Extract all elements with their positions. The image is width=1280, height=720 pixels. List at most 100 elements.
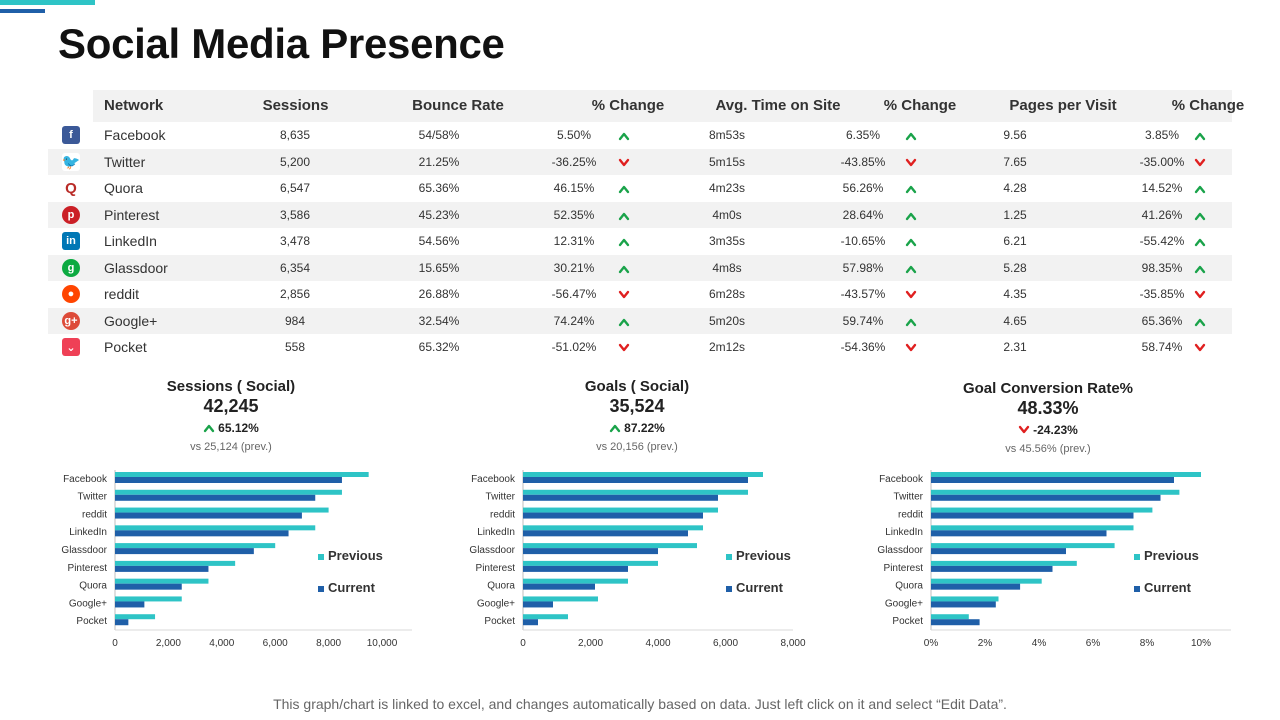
cell-chg1: -51.02% xyxy=(551,340,597,354)
cell-chg1: -56.47% xyxy=(551,287,597,301)
bar-current xyxy=(931,530,1107,537)
arrow-up-icon xyxy=(618,209,630,221)
bar-current xyxy=(523,548,658,555)
pocket-icon: ⌄ xyxy=(62,338,80,356)
cell-bounce: 32.54% xyxy=(418,313,460,328)
category-label: Facebook xyxy=(471,474,516,485)
table-row: p Pinterest 3,586 45.23% 52.35% 4m0s 28.64% 1.2… xyxy=(48,201,1232,228)
kpi-card: Goals ( Social) 35,524 87.22% vs 20,156 (pr… xyxy=(507,378,767,453)
legend-swatch-previous xyxy=(1134,554,1140,560)
x-tick-label: 6,000 xyxy=(713,638,738,649)
kpi-value: 42,245 xyxy=(203,396,259,416)
arrow-up-icon xyxy=(1194,129,1206,141)
category-label: Glassdoor xyxy=(61,545,107,556)
cell-ppv: 6.21 xyxy=(1003,234,1027,248)
x-tick-label: 6,000 xyxy=(263,638,288,649)
legend-label: Current xyxy=(1144,580,1192,595)
category-label: Pinterest xyxy=(68,563,108,574)
arrow-up-icon xyxy=(618,129,630,141)
table-row: g Glassdoor 6,354 15.65% 30.21% 4m8s 57.98% 5.2… xyxy=(48,254,1232,281)
bar-current xyxy=(115,565,209,572)
category-label: Google+ xyxy=(477,598,515,609)
arrow-down-icon xyxy=(1194,341,1206,353)
cell-sessions: 5,200 xyxy=(279,154,311,169)
legend-label: Previous xyxy=(736,548,791,563)
cell-bounce: 21.25% xyxy=(418,154,460,169)
bar-previous xyxy=(931,614,969,620)
bar-previous xyxy=(115,543,276,549)
legend-swatch-current xyxy=(726,586,732,592)
accent-bar-navy xyxy=(0,9,45,13)
kpi-title: Goals ( Social) xyxy=(584,378,690,395)
bar-current xyxy=(523,619,538,626)
category-label: Facebook xyxy=(63,474,108,485)
bar-chart: Facebook Twitter reddit LinkedIn Glassdoor Pi… xyxy=(448,462,828,658)
arrow-down-icon xyxy=(618,156,630,168)
x-tick-label: 2,000 xyxy=(578,638,603,649)
category-label: Pinterest xyxy=(476,563,516,574)
column-header: % Change xyxy=(1171,97,1245,114)
bar-previous xyxy=(523,525,703,531)
kpi-title: Goal Conversion Rate% xyxy=(962,380,1134,397)
bar-current xyxy=(115,477,342,483)
arrow-up-icon xyxy=(618,182,630,194)
legend-label: Previous xyxy=(328,548,383,563)
table-row: in LinkedIn 3,478 54.56% 12.31% 3m35s -10.65% 6… xyxy=(48,228,1232,255)
cell-ppv: 4.65 xyxy=(1003,313,1027,328)
category-label: LinkedIn xyxy=(477,527,515,538)
bar-current xyxy=(115,601,145,608)
x-tick-label: 10% xyxy=(1191,638,1211,649)
bar-chart-svg: Facebook Twitter reddit LinkedIn Glassdoor Pi… xyxy=(877,470,1231,649)
cell-bounce: 26.88% xyxy=(418,287,460,301)
bar-current xyxy=(931,583,1021,590)
kpi-previous: vs 20,156 (prev.) xyxy=(596,441,678,453)
bar-current xyxy=(115,512,302,519)
x-tick-label: 0 xyxy=(520,638,526,649)
kpi-previous: vs 45.56% (prev.) xyxy=(1005,443,1091,455)
bar-previous xyxy=(523,507,718,513)
cell-network: Google+ xyxy=(104,312,158,329)
bar-previous xyxy=(523,596,598,602)
x-tick-label: 4,000 xyxy=(209,638,234,649)
cell-network: reddit xyxy=(104,286,140,302)
x-tick-label: 8,000 xyxy=(316,638,341,649)
legend-label: Current xyxy=(328,580,376,595)
legend-swatch-current xyxy=(1134,586,1140,592)
cell-network: Pinterest xyxy=(104,206,160,223)
cell-sessions: 3,478 xyxy=(279,234,311,248)
arrow-up-icon xyxy=(609,424,621,433)
cell-bounce: 65.36% xyxy=(418,181,460,195)
category-label: Google+ xyxy=(69,598,107,609)
x-tick-label: 0 xyxy=(112,638,118,649)
cell-time: 8m53s xyxy=(708,128,746,142)
cell-sessions: 2,856 xyxy=(279,287,311,301)
kpi-value: 48.33% xyxy=(1017,398,1079,418)
category-label: Google+ xyxy=(885,598,923,609)
reddit-icon: ● xyxy=(62,285,80,303)
cell-bounce: 45.23% xyxy=(418,207,460,222)
cell-chg1: 52.35% xyxy=(553,207,595,222)
legend-swatch-previous xyxy=(318,554,324,560)
cell-chg2: 57.98% xyxy=(842,260,884,275)
bar-current xyxy=(523,494,718,501)
arrow-down-icon xyxy=(1194,288,1206,300)
bar-previous xyxy=(931,525,1134,531)
kpi-change: 65.12% xyxy=(101,421,361,435)
category-label: reddit xyxy=(898,509,923,520)
bar-previous xyxy=(115,507,329,513)
x-tick-label: 4% xyxy=(1032,638,1047,649)
bar-previous xyxy=(523,578,628,584)
bar-previous xyxy=(931,489,1180,495)
arrow-down-icon xyxy=(905,288,917,300)
bar-previous xyxy=(115,560,236,566)
bar-previous xyxy=(523,472,763,477)
bar-current xyxy=(931,548,1066,555)
arrow-up-icon xyxy=(618,235,630,247)
bar-previous xyxy=(931,472,1201,477)
x-tick-label: 0% xyxy=(924,638,939,649)
bar-current xyxy=(931,477,1174,483)
table-row: g+ Google+ 984 32.54% 74.24% 5m20s 59.74% 4.65 6… xyxy=(48,307,1232,334)
cell-network: Pocket xyxy=(104,339,147,355)
facebook-icon: f xyxy=(62,126,80,144)
table-body: f Facebook 8,635 54/58% 5.50% 8m53s 6.35% 9.56 3… xyxy=(48,122,1232,361)
